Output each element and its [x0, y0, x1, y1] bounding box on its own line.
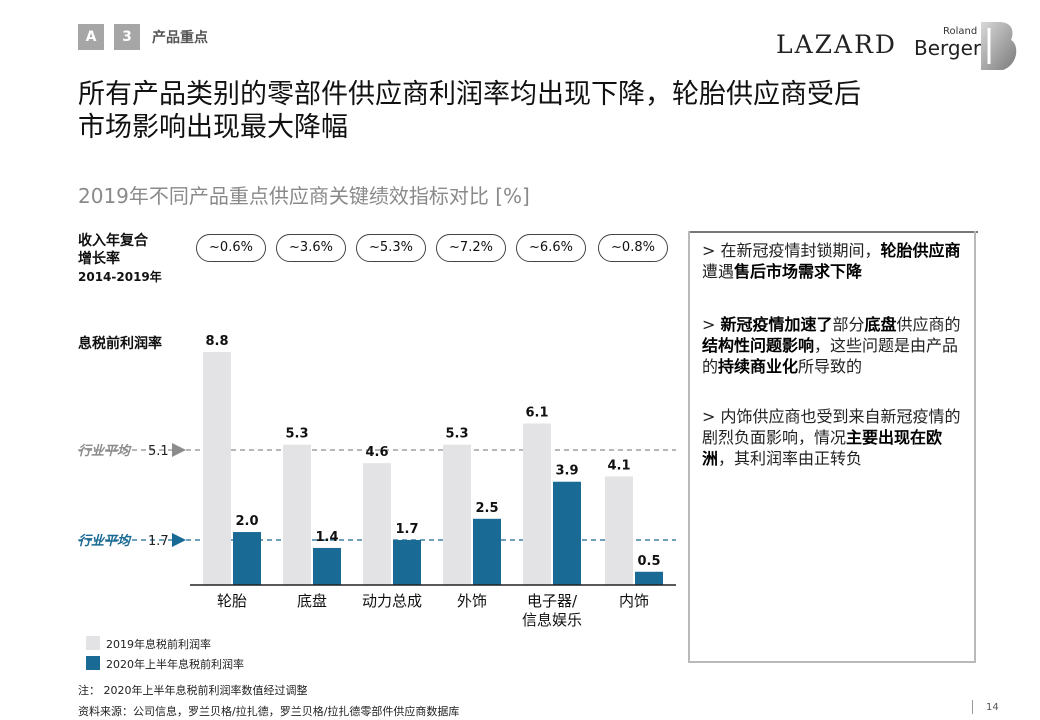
category-label: 轮胎	[217, 592, 247, 610]
data-label: 0.5	[637, 554, 660, 569]
category-label: 电子器/	[527, 592, 578, 610]
commentary-bullet-3: > 内饰供应商也受到来自新冠疫情的剧烈负面影响，情况主要出现在欧洲，其利润率由正…	[702, 407, 961, 468]
growth-pill: ~6.6%	[516, 234, 586, 262]
data-label: 4.1	[607, 458, 630, 473]
roland-berger-b-logo	[981, 22, 1017, 70]
section-tag-number: 3	[114, 24, 140, 50]
page-number: 14	[986, 702, 999, 713]
commentary-box	[688, 231, 976, 663]
bar-2020h1	[313, 547, 341, 585]
legend-label-2019: 2019年息税前利润率	[106, 638, 211, 651]
legend-swatch-2020h1	[86, 656, 100, 670]
data-label: 1.4	[315, 530, 338, 545]
growth-pill: ~5.3%	[356, 234, 426, 262]
data-label: 2.5	[475, 501, 498, 516]
bar-2020h1	[553, 481, 581, 585]
reference-value: 1.7	[148, 534, 169, 549]
data-label: 5.3	[445, 427, 468, 442]
bar-2020h1	[473, 518, 501, 585]
growth-pill: ~0.6%	[196, 234, 266, 262]
data-label: 8.8	[205, 334, 228, 349]
commentary-bullet-2: > 新冠疫情加速了部分底盘供应商的结构性问题影响，这些问题是由产品的持续商业化所…	[702, 315, 961, 376]
category-label: 底盘	[297, 592, 327, 610]
category-label: 内饰	[619, 592, 649, 610]
data-label: 3.9	[555, 464, 578, 479]
data-label: 6.1	[525, 405, 548, 420]
category-label: 外饰	[457, 592, 487, 610]
commentary-box-top	[688, 231, 978, 233]
page-title: 所有产品类别的零部件供应商利润率均出现下降，轮胎供应商受后 市场影响出现最大降幅	[78, 79, 861, 143]
bar-2019	[283, 444, 311, 585]
bar-2020h1	[393, 539, 421, 585]
data-label: 5.3	[285, 427, 308, 442]
bar-2020h1	[635, 571, 663, 585]
data-label: 1.7	[395, 522, 418, 537]
commentary-bullet-1: > 在新冠疫情封锁期间，轮胎供应商遭遇售后市场需求下降	[702, 241, 961, 281]
bar-2019	[203, 352, 231, 585]
growth-pill: ~3.6%	[276, 234, 346, 262]
growth-label: 收入年复合 增长率 2014-2019年	[78, 233, 162, 284]
footnote: 注： 2020年上半年息税前利润率数值经过调整	[78, 684, 308, 697]
legend-label-2020h1: 2020年上半年息税前利润率	[106, 658, 244, 671]
section-tag-letter: A	[78, 24, 104, 50]
reference-label: 行业平均	[78, 443, 132, 459]
roland-logo-text: Roland	[943, 26, 978, 37]
category-label: 信息娱乐	[522, 611, 582, 629]
growth-pill: ~7.2%	[436, 234, 506, 262]
section-title: 产品重点	[152, 30, 208, 46]
chart-subtitle: 2019年不同产品重点供应商关键绩效指标对比 [%]	[78, 184, 530, 208]
page-divider	[972, 700, 973, 714]
data-label: 2.0	[235, 514, 258, 529]
growth-pill: ~0.8%	[598, 234, 668, 262]
category-label: 动力总成	[362, 592, 422, 610]
ebit-label: 息税前利润率	[78, 336, 162, 352]
bar-2019	[523, 423, 551, 585]
reference-arrow-icon	[172, 532, 186, 547]
source-note: 资料来源：公司信息，罗兰贝格/拉扎德，罗兰贝格/拉扎德零部件供应商数据库	[78, 705, 460, 718]
legend-swatch-2019	[86, 636, 100, 650]
reference-label: 行业平均	[78, 533, 132, 549]
data-label: 4.6	[365, 445, 388, 460]
bar-2019	[605, 476, 633, 585]
lazard-logo: LAZARD	[776, 30, 897, 59]
bar-2020h1	[233, 532, 261, 585]
bar-chart: 行业平均 5.1 行业平均 1.7 8.8 5.3 4.6 5.3 6.1 4.1 2.0 1.4 1.…	[78, 334, 676, 629]
reference-value: 5.1	[148, 444, 169, 459]
reference-arrow-icon	[172, 442, 186, 457]
bar-2019	[443, 444, 471, 585]
bar-2019	[363, 463, 391, 585]
berger-logo-text: Berger	[914, 36, 982, 60]
